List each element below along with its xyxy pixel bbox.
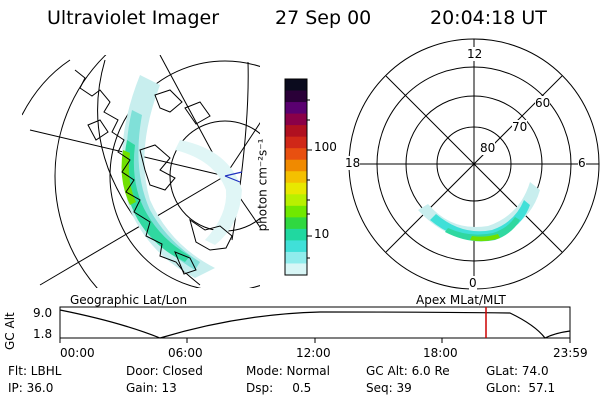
- mlat-label-60: 60: [535, 96, 551, 110]
- mlt-label-12: 12: [467, 47, 483, 61]
- aurora-emission-polar: [418, 182, 540, 242]
- colorbar-swatch: [285, 113, 307, 126]
- colorbar-swatch: [285, 102, 307, 115]
- status-seq: Seq: 39: [366, 381, 412, 395]
- coastline: [139, 144, 176, 191]
- coastline: [74, 69, 185, 273]
- mlat-label-80: 80: [480, 141, 496, 155]
- colorbar-swatch: [285, 125, 307, 138]
- colorbar-swatch: [285, 136, 307, 149]
- altitude-xtick: 06:00: [168, 346, 203, 360]
- colorbar-swatch: [285, 263, 307, 276]
- map-limb: [22, 59, 71, 116]
- map-meridian: [39, 175, 226, 286]
- polar-meridian-diagonal: [385, 75, 563, 253]
- mlt-label-6: 6: [578, 156, 586, 170]
- colorbar-swatch: [285, 159, 307, 172]
- status-filter: Flt: LBHL: [8, 364, 62, 378]
- map-grid-circle: [109, 60, 260, 288]
- mlat-label-70: 70: [512, 120, 528, 134]
- colorbar-swatch: [285, 251, 307, 265]
- colorbar-swatch: [285, 148, 307, 161]
- subsatellite-marker: [224, 175, 241, 183]
- instrument-title: Ultraviolet Imager: [47, 7, 220, 29]
- colorbar-swatch: [285, 90, 307, 103]
- status-ip: IP: 36.0: [8, 381, 54, 395]
- date-label: 27 Sep 00: [275, 7, 372, 29]
- coastline: [189, 218, 233, 251]
- altitude-xtick: 23:59: [553, 346, 588, 360]
- status-glon: GLon: 57.1: [486, 381, 556, 395]
- colorbar-swatch: [285, 217, 307, 230]
- map-meridian: [224, 122, 260, 177]
- colorbar-swatch: [285, 171, 307, 184]
- map-grid-circle: [54, 55, 107, 288]
- altitude-xtick: 12:00: [296, 346, 331, 360]
- subsatellite-marker: [224, 171, 243, 177]
- altitude-xtick: 18:00: [423, 346, 458, 360]
- colorbar-swatch: [285, 228, 307, 242]
- altitude-ylabel: GC Alt: [3, 312, 17, 350]
- status-gc-alt: GC Alt: 6.0 Re: [366, 364, 450, 378]
- altitude-ymin: 1.8: [33, 327, 53, 341]
- colorbar-swatch: [285, 182, 307, 195]
- colorbar-swatch: [285, 79, 307, 92]
- coastline: [87, 119, 109, 141]
- colorbar-swatch: [285, 194, 307, 207]
- coastline: [184, 101, 211, 125]
- mlt-label-0: 0: [469, 276, 477, 290]
- altitude-ymax: 9.0: [33, 306, 53, 320]
- coastline: [154, 89, 183, 113]
- altitude-xtick: 00:00: [60, 346, 95, 360]
- status-mode: Mode: Normal: [246, 364, 330, 378]
- status-dsp: Dsp: 0.5: [246, 381, 312, 395]
- colorbar-swatch: [285, 240, 307, 253]
- status-gain: Gain: 13: [126, 381, 177, 395]
- status-door: Door: Closed: [126, 364, 203, 378]
- colorbar-swatch: [285, 205, 307, 218]
- status-glat: GLat: 74.0: [486, 364, 549, 378]
- mlt-label-18: 18: [345, 156, 361, 170]
- colorbar-tick-100: 100: [314, 140, 337, 154]
- apex-caption: Apex MLat/MLT: [416, 293, 506, 307]
- colorbar-tick-10: 10: [314, 227, 330, 241]
- time-label: 20:04:18 UT: [430, 7, 547, 29]
- geographic-caption: Geographic Lat/Lon: [70, 293, 188, 307]
- aurora-emission-geographic: [121, 75, 242, 278]
- altitude-curve: [59, 309, 571, 339]
- coastline: [174, 251, 197, 275]
